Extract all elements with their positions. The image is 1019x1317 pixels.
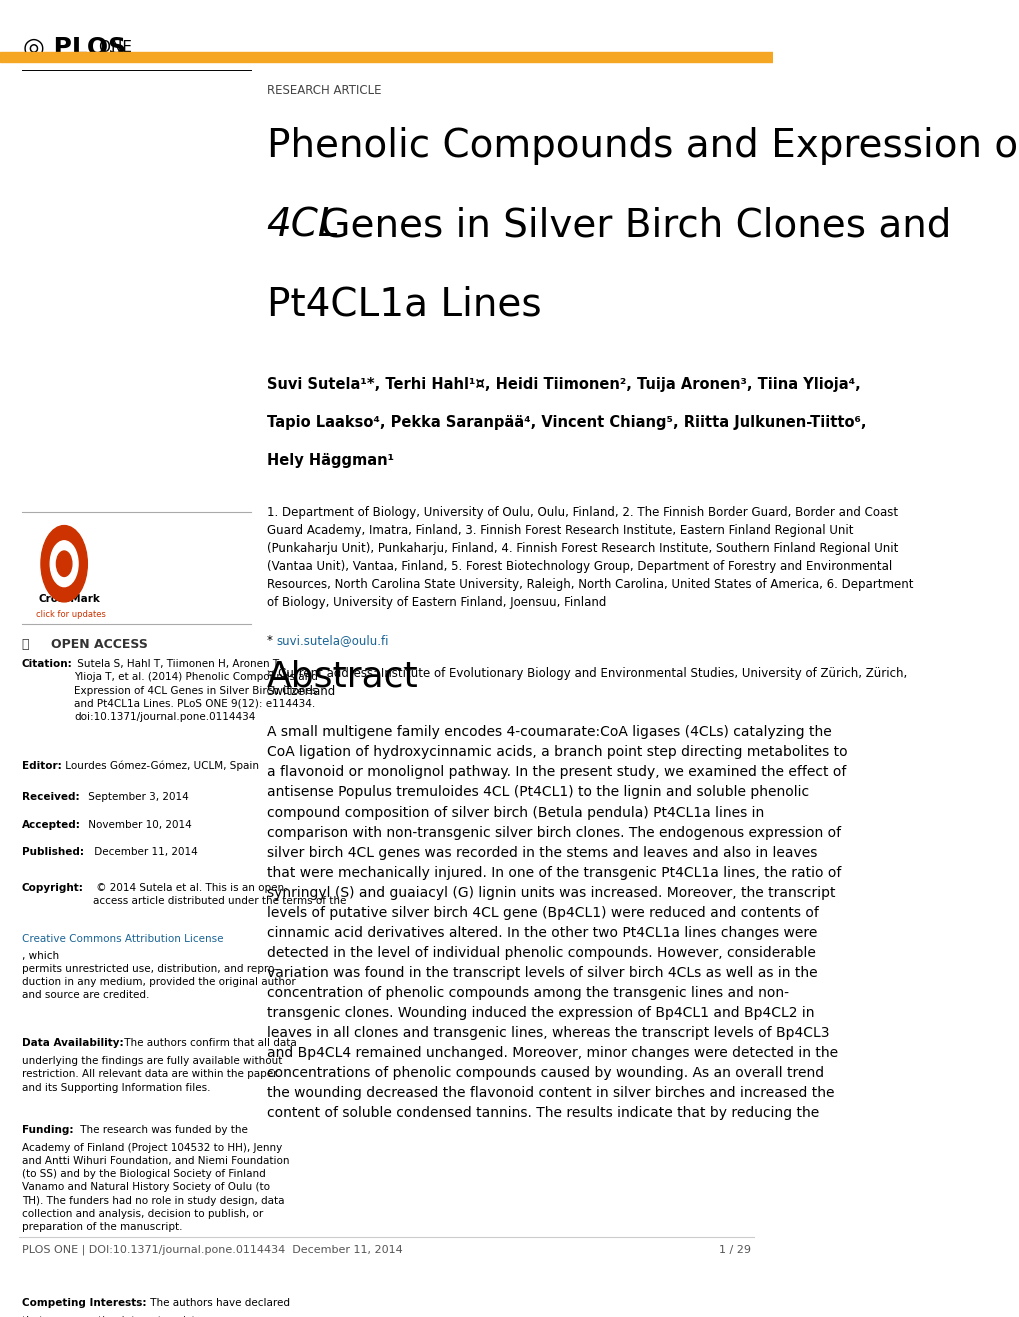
Text: 4CL: 4CL [266,207,339,244]
Text: Suvi Sutela¹*, Terhi Hahl¹¤, Heidi Tiimonen², Tuija Aronen³, Tiina Ylioja⁴,: Suvi Sutela¹*, Terhi Hahl¹¤, Heidi Tiimo… [266,377,860,391]
Text: suvi.sutela@oulu.fi: suvi.sutela@oulu.fi [276,633,388,647]
Text: Sutela S, Hahl T, Tiimonen H, Aronen T,
Ylioja T, et al. (2014) Phenolic Compoun: Sutela S, Hahl T, Tiimonen H, Aronen T, … [74,660,318,722]
Text: A small multigene family encodes 4-coumarate:CoA ligases (4CLs) catalyzing the
C: A small multigene family encodes 4-couma… [266,726,847,1121]
Text: RESEARCH ARTICLE: RESEARCH ARTICLE [266,84,381,97]
Text: Published:: Published: [21,848,84,857]
Text: © 2014 Sutela et al. This is an open-
access article distributed under the terms: © 2014 Sutela et al. This is an open- ac… [93,884,345,906]
Text: Editor:: Editor: [21,761,61,770]
Text: September 3, 2014: September 3, 2014 [85,792,189,802]
Text: Accepted:: Accepted: [21,819,81,830]
Text: ¤ Current address: Institute of Evolutionary Biology and Environmental Studies, : ¤ Current address: Institute of Evolutio… [266,666,906,698]
Text: Creative Commons Attribution License: Creative Commons Attribution License [21,934,223,944]
Text: *: * [266,633,272,647]
Text: The authors have declared: The authors have declared [147,1299,289,1308]
Text: underlying the findings are fully available without
restriction. All relevant da: underlying the findings are fully availa… [21,1056,281,1093]
Text: Phenolic Compounds and Expression of: Phenolic Compounds and Expression of [266,128,1019,165]
Circle shape [56,551,71,577]
Text: ◎ PLOS: ◎ PLOS [23,37,126,61]
Text: The authors confirm that all data: The authors confirm that all data [120,1038,297,1048]
Text: Received:: Received: [21,792,79,802]
Text: December 11, 2014: December 11, 2014 [91,848,198,857]
Text: Funding:: Funding: [21,1125,73,1135]
Text: Tapio Laakso⁴, Pekka Saranpää⁴, Vincent Chiang⁵, Riitta Julkunen-Tiitto⁶,: Tapio Laakso⁴, Pekka Saranpää⁴, Vincent … [266,415,865,429]
Text: Lourdes Gómez-Gómez, UCLM, Spain: Lourdes Gómez-Gómez, UCLM, Spain [62,761,259,772]
Text: , which
permits unrestricted use, distribution, and repro-
duction in any medium: , which permits unrestricted use, distri… [21,951,296,1000]
Text: Pt4CL1a Lines: Pt4CL1a Lines [266,284,541,323]
Text: OPEN ACCESS: OPEN ACCESS [51,637,148,651]
Text: 🔓: 🔓 [21,637,30,651]
Text: Copyright:: Copyright: [21,884,84,893]
Circle shape [41,525,88,602]
Text: 1. Department of Biology, University of Oulu, Oulu, Finland, 2. The Finnish Bord: 1. Department of Biology, University of … [266,507,912,610]
Text: Academy of Finland (Project 104532 to HH), Jenny
and Antti Wihuri Foundation, an: Academy of Finland (Project 104532 to HH… [21,1143,288,1231]
Text: click for updates: click for updates [36,610,105,619]
Text: The research was funded by the: The research was funded by the [77,1125,248,1135]
Text: November 10, 2014: November 10, 2014 [85,819,192,830]
Text: Genes in Silver Birch Clones and: Genes in Silver Birch Clones and [308,207,951,244]
Text: Hely Häggman¹: Hely Häggman¹ [266,453,393,468]
Text: 1 / 29: 1 / 29 [718,1245,751,1255]
Text: Data Availability:: Data Availability: [21,1038,123,1048]
Text: PLOS ONE | DOI:10.1371/journal.pone.0114434  December 11, 2014: PLOS ONE | DOI:10.1371/journal.pone.0114… [21,1245,403,1255]
Text: | ONE: | ONE [89,41,131,57]
Circle shape [50,541,78,586]
Text: CrossMark: CrossMark [39,594,101,605]
Bar [0,53,772,62]
Text: Citation:: Citation: [21,660,72,669]
Text: Competing Interests:: Competing Interests: [21,1299,146,1308]
Text: Abstract: Abstract [266,660,418,693]
